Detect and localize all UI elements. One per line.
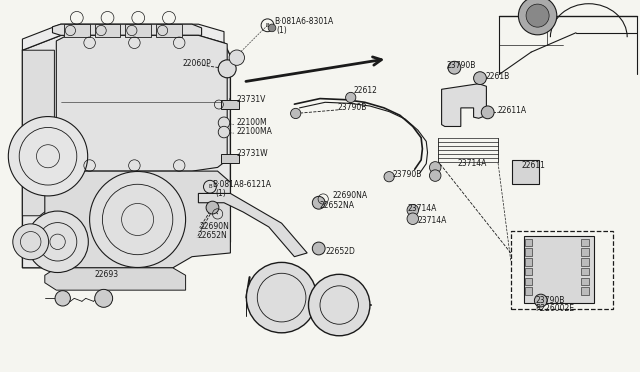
Circle shape [429,162,441,173]
Circle shape [27,211,88,273]
Bar [511,231,613,309]
Bar [512,160,539,184]
Text: 22693: 22693 [95,270,119,279]
Text: 22100MA: 22100MA [237,127,273,136]
Bar [581,278,589,285]
Bar [524,236,594,303]
Text: 22612: 22612 [353,86,377,95]
Polygon shape [22,35,230,279]
Circle shape [429,170,441,181]
Bar [125,24,151,37]
Text: 23731V: 23731V [237,95,266,104]
Circle shape [407,205,419,216]
Text: 23790B: 23790B [338,103,367,112]
Bar [156,24,182,37]
Bar [525,287,532,295]
Bar [581,287,589,295]
Circle shape [384,171,394,182]
Bar [64,24,90,37]
Bar [221,100,239,109]
Circle shape [55,291,70,306]
Polygon shape [442,84,486,126]
Bar [525,268,532,275]
Text: 23790B: 23790B [447,61,476,70]
Text: 23714A: 23714A [417,216,447,225]
Circle shape [268,24,276,32]
Bar [525,258,532,266]
Polygon shape [22,24,224,50]
Circle shape [218,60,236,78]
Circle shape [13,224,49,260]
Text: 2261B: 2261B [485,72,509,81]
Circle shape [474,72,486,84]
Circle shape [518,0,557,35]
Circle shape [90,171,186,267]
Text: B: B [208,184,212,189]
Text: 22611: 22611 [522,161,545,170]
Polygon shape [22,50,54,216]
Bar [581,268,589,275]
Text: 22611A: 22611A [498,106,527,115]
Circle shape [312,196,325,209]
Circle shape [8,116,88,196]
Circle shape [291,108,301,119]
Circle shape [407,213,419,224]
Text: (1): (1) [276,26,287,35]
Text: 22690N: 22690N [200,222,230,231]
Text: 22690NA: 22690NA [333,191,368,200]
Text: B: B [266,23,269,28]
Circle shape [308,274,370,336]
Polygon shape [56,35,227,171]
Text: 22652NA: 22652NA [320,201,355,210]
Bar [525,278,532,285]
Circle shape [346,92,356,103]
Circle shape [534,294,547,307]
Text: 22060P: 22060P [182,60,211,68]
Text: 22100M: 22100M [237,118,268,127]
Circle shape [246,262,317,333]
Circle shape [218,126,230,138]
Bar [525,239,532,246]
Text: R226002E: R226002E [535,304,574,313]
Text: 23731W: 23731W [237,149,268,158]
Bar [581,258,589,266]
Circle shape [312,242,325,255]
Polygon shape [52,24,202,35]
Circle shape [526,4,549,27]
Text: 23790B: 23790B [535,296,564,305]
Polygon shape [45,171,230,268]
Bar [525,248,532,256]
Text: 23790B: 23790B [393,170,422,179]
Circle shape [218,117,230,128]
Text: B·081A8-6121A: B·081A8-6121A [212,180,271,189]
Text: (1): (1) [215,189,226,198]
Circle shape [481,106,494,119]
Bar [581,239,589,246]
Text: 23714A: 23714A [407,204,436,213]
Circle shape [229,50,244,65]
Text: 22652D: 22652D [325,247,355,256]
Bar [581,248,589,256]
Circle shape [95,289,113,307]
Text: B·081A6-8301A: B·081A6-8301A [274,17,333,26]
Polygon shape [45,268,186,290]
Circle shape [206,201,219,214]
Circle shape [448,61,461,74]
Text: 23714A: 23714A [458,159,487,168]
Polygon shape [198,193,307,257]
Bar [95,24,120,37]
Bar [221,154,239,163]
Text: 22652N: 22652N [197,231,227,240]
